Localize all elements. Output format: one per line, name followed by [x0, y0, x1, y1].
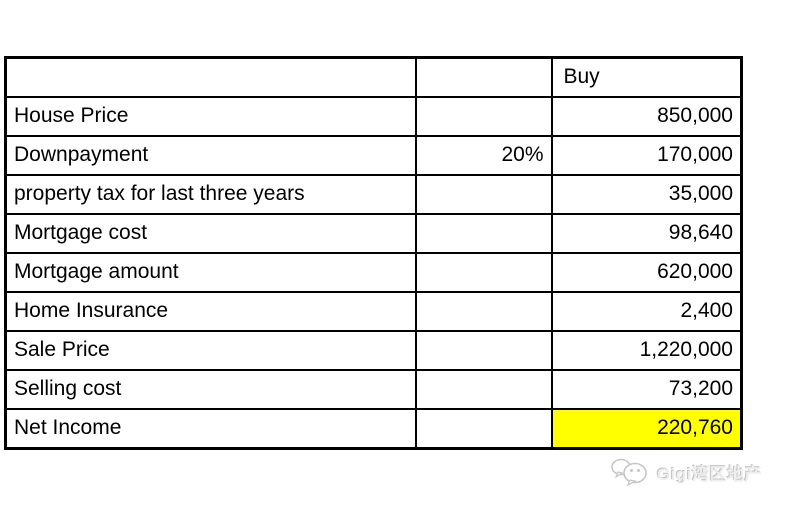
row-value: 220,760 — [550, 408, 743, 450]
row-label: Mortgage amount — [4, 252, 417, 293]
row-label: Home Insurance — [4, 291, 417, 332]
row-value: 1,220,000 — [550, 330, 743, 371]
row-mid-value — [414, 330, 553, 371]
watermark: Gigi湾区地产 — [610, 457, 762, 487]
row-mid-value — [414, 291, 553, 332]
row-label: House Price — [4, 96, 417, 137]
row-label: Net Income — [4, 408, 417, 450]
table-row: Selling cost 73,200 — [4, 369, 743, 410]
table-header-row: Buy — [4, 56, 743, 98]
row-value: 620,000 — [550, 252, 743, 293]
header-cell-empty-1 — [4, 56, 417, 98]
table-row: Sale Price 1,220,000 — [4, 330, 743, 371]
table-body: House Price 850,000 Downpayment 20% 170,000 p… — [4, 96, 743, 450]
row-value: 98,640 — [550, 213, 743, 254]
row-mid-value — [414, 213, 553, 254]
buy-calculation-table: Buy House Price 850,000 Downpayment 20% 170,… — [4, 56, 743, 450]
row-mid-value — [414, 96, 553, 137]
row-mid-value — [414, 369, 553, 410]
row-value: 2,400 — [550, 291, 743, 332]
row-mid-value — [414, 174, 553, 215]
table-row: Net Income 220,760 — [4, 408, 743, 450]
row-label: Sale Price — [4, 330, 417, 371]
table-row: Mortgage cost 98,640 — [4, 213, 743, 254]
row-label: property tax for last three years — [4, 174, 417, 215]
row-value: 73,200 — [550, 369, 743, 410]
wechat-icon — [610, 457, 650, 487]
header-cell-buy: Buy — [550, 56, 743, 98]
table-row: House Price 850,000 — [4, 96, 743, 137]
table-row: Mortgage amount 620,000 — [4, 252, 743, 293]
watermark-text: Gigi湾区地产 — [657, 464, 763, 484]
table-row: property tax for last three years 35,000 — [4, 174, 743, 215]
row-label: Selling cost — [4, 369, 417, 410]
row-value: 850,000 — [550, 96, 743, 137]
row-value: 170,000 — [550, 135, 743, 176]
row-label: Downpayment — [4, 135, 417, 176]
row-label: Mortgage cost — [4, 213, 417, 254]
row-mid-value — [414, 408, 553, 450]
header-cell-empty-2 — [414, 56, 553, 98]
row-mid-value: 20% — [414, 135, 553, 176]
row-mid-value — [414, 252, 553, 293]
row-value: 35,000 — [550, 174, 743, 215]
table-row: Home Insurance 2,400 — [4, 291, 743, 332]
table-row: Downpayment 20% 170,000 — [4, 135, 743, 176]
